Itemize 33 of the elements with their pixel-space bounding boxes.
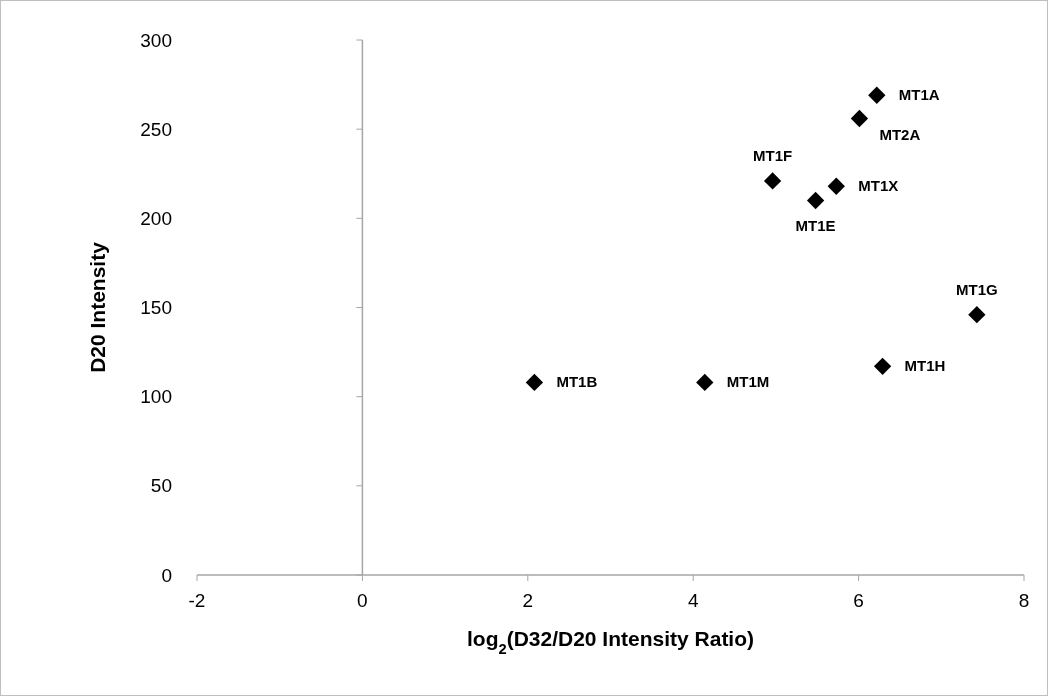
y-axis-title: D20 Intensity [86, 241, 109, 373]
point [827, 177, 845, 195]
annotation: MT2A [879, 126, 921, 144]
y-tick-label: 50 [150, 475, 172, 497]
point [868, 86, 886, 104]
x-tick-label: 0 [357, 590, 368, 611]
annotation: MT1X [858, 177, 899, 195]
annotation: MT1A [898, 86, 940, 104]
point [806, 191, 825, 210]
point [850, 109, 869, 128]
x-tick-label: -2 [188, 590, 206, 611]
point [873, 357, 892, 376]
point [763, 172, 782, 190]
annotation: MT1M [726, 373, 770, 391]
y-tick-label: 250 [140, 118, 172, 140]
x-tick-label: 8 [1018, 590, 1030, 611]
x-tick-label: 2 [522, 590, 534, 611]
y-tick-label: 100 [140, 386, 172, 408]
annotation: MT1G [956, 280, 998, 298]
x-axis-title: log$_{2}$(D32/D20 Intensity Ratio) [466, 627, 755, 657]
annotation: MT1F [753, 146, 793, 164]
y-tick-label: 0 [161, 564, 172, 586]
annotation: MT1B [556, 373, 598, 391]
point [968, 305, 986, 324]
point [525, 373, 544, 392]
annotation: MT1H [904, 357, 946, 375]
point [696, 373, 714, 392]
x-tick-label: 4 [687, 590, 699, 611]
x-tick-label: 6 [853, 590, 864, 611]
y-tick-label: 300 [140, 29, 172, 51]
y-tick-label: 200 [140, 207, 172, 229]
annotation: MT1E [795, 216, 836, 234]
y-tick-label: 150 [140, 297, 172, 319]
